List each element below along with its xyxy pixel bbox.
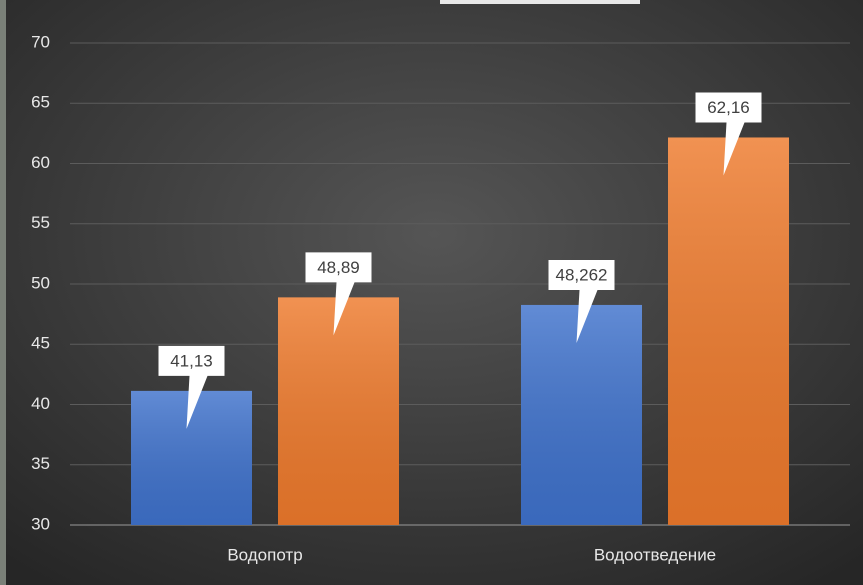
bar-sheen xyxy=(521,304,642,525)
y-tick-label: 55 xyxy=(31,213,50,232)
y-tick-label: 35 xyxy=(31,454,50,473)
y-tick-label: 40 xyxy=(31,394,50,413)
y-tick-label: 65 xyxy=(31,93,50,112)
callout-box xyxy=(158,345,225,429)
y-tick-label: 60 xyxy=(31,153,50,172)
y-tick-label: 50 xyxy=(31,273,50,292)
y-tick-label: 45 xyxy=(31,334,50,353)
frame-edge xyxy=(440,0,640,4)
callout-box xyxy=(548,259,615,343)
x-tick-label: Водопотр xyxy=(227,545,302,564)
data-label: 41,13 xyxy=(170,351,213,370)
callout-box xyxy=(695,92,762,176)
bar-sheen xyxy=(668,137,789,526)
bar-sheen xyxy=(278,297,399,525)
data-label: 62,16 xyxy=(707,98,750,117)
data-label: 48,262 xyxy=(556,265,608,284)
data-label: 48,89 xyxy=(317,258,360,277)
callout-box xyxy=(305,252,372,336)
y-tick-label: 70 xyxy=(31,32,50,51)
x-tick-label: Водоотведение xyxy=(594,545,716,564)
y-tick-label: 30 xyxy=(31,514,50,533)
